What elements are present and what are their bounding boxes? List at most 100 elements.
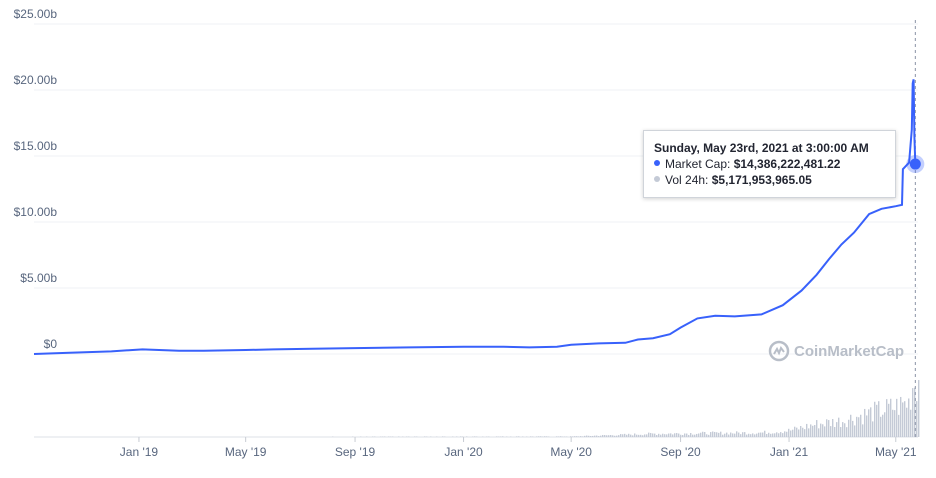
volume-bar [522,436,524,437]
tooltip-vol-value: $5,171,953,965.05 [711,173,812,187]
volume-bar [496,436,498,437]
volume-bar [802,427,804,437]
volume-bar [720,431,722,437]
volume-bar [710,432,712,437]
volume-bar [876,404,878,437]
y-tick-label: $0 [44,337,58,351]
volume-bar [846,427,848,437]
volume-bar [764,430,766,437]
volume-bar [658,433,660,437]
volume-bar [786,431,788,437]
volume-bars [332,380,920,437]
volume-bar [518,436,520,437]
x-axis-ticks: Jan '19 May '19 Sep '19 Jan '20 May '20 Sep '… [120,437,917,459]
volume-bar [752,433,754,437]
volume-bar [398,436,400,437]
volume-bar [698,433,700,437]
volume-bar [656,435,658,437]
volume-bar [736,431,738,437]
volume-bar [546,436,548,437]
volume-bar [782,433,784,437]
volume-bar [788,428,790,437]
volume-bar [856,416,858,437]
volume-bar [516,436,518,437]
x-tick-label: May '20 [550,445,592,459]
volume-bar [840,427,842,437]
volume-bar [760,432,762,437]
volume-bar [592,435,594,437]
volume-bar [816,420,818,437]
volume-bar [388,436,390,437]
volume-bar [586,435,588,437]
volume-bar [584,435,586,437]
volume-bar [712,431,714,437]
volume-bar [854,425,856,437]
volume-bar [778,433,780,437]
volume-bar [862,424,864,437]
volume-bar [916,401,918,437]
volume-bar [636,434,638,437]
volume-bar [560,436,562,437]
volume-bar [758,432,760,437]
volume-bar [844,423,846,437]
volume-bar [696,433,698,437]
volume-bar [900,396,902,437]
volume-bar [466,436,468,437]
volume-bar [872,421,874,437]
volume-bar [838,417,840,437]
hover-point[interactable] [909,158,921,170]
volume-bar [628,433,630,437]
volume-bar [814,425,816,437]
volume-bar [582,436,584,437]
volume-bar [746,434,748,437]
volume-bar [608,435,610,437]
y-tick-label: $10.00b [14,205,58,219]
volume-bar [604,435,606,437]
volume-bar [818,428,820,437]
volume-bar [724,433,726,437]
volume-bar [830,426,832,437]
volume-bar [886,399,888,437]
volume-bar [850,414,852,437]
volume-bar [784,431,786,437]
volume-bar [842,422,844,437]
volume-bar [904,401,906,437]
volume-bar [612,435,614,437]
volume-bar [662,433,664,437]
grid-lines [34,23,918,438]
volume-bar [642,435,644,437]
volume-bar [646,434,648,437]
volume-bar [442,436,444,437]
y-tick-label: $15.00b [14,139,58,153]
volume-bar [588,435,590,437]
volume-bar [726,432,728,437]
volume-bar [654,433,656,437]
volume-bar [808,428,810,437]
volume-bar [790,430,792,437]
coinmarketcap-watermark: CoinMarketCap [768,340,904,362]
volume-bar [714,431,716,437]
volume-bar [650,432,652,437]
y-tick-label: $5.00b [20,271,57,285]
volume-bar [912,388,914,437]
volume-bar [694,434,696,437]
volume-bar [682,435,684,437]
volume-bar [596,435,598,437]
volume-bar [756,433,758,437]
volume-bar [626,434,628,437]
volume-bar [734,433,736,437]
volume-bar [600,435,602,437]
volume-bar [598,436,600,437]
volume-bar [616,435,618,437]
volume-bar [580,436,582,437]
vol-dot-icon [654,176,660,182]
volume-bar [810,424,812,437]
x-tick-label: Jan '19 [120,445,159,459]
volume-bar [742,432,744,437]
volume-bar [670,433,672,437]
volume-bar [474,436,476,437]
volume-bar [502,436,504,437]
volume-bar [832,418,834,437]
volume-bar [716,432,718,437]
